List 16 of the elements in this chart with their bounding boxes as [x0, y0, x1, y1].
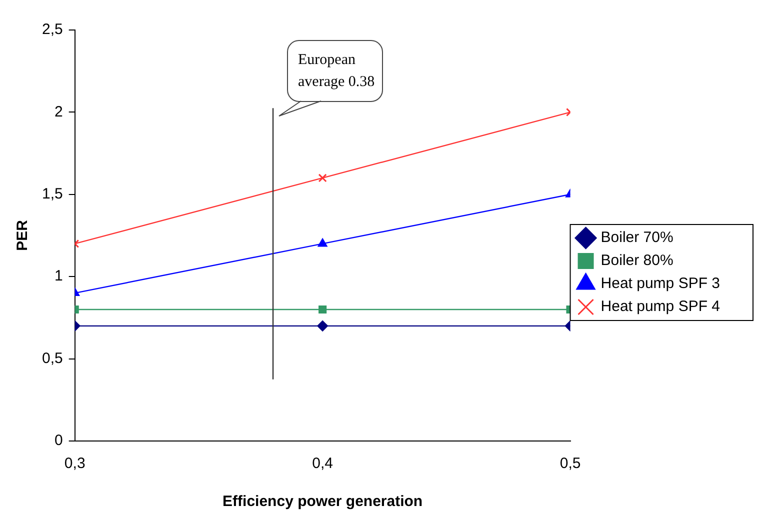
x-tick-label: 0,4 [312, 455, 333, 472]
legend-label: Heat pump SPF 3 [600, 275, 746, 292]
legend-label: Boiler 70% [600, 229, 698, 246]
x-tick-label: 0,3 [64, 455, 86, 472]
y-axis-title: PER [14, 220, 32, 251]
callout-box: European average 0.38 [287, 40, 384, 102]
y-tick-label: 0 [54, 432, 63, 450]
y-tick-label: 0,5 [42, 350, 63, 367]
x-tick-label: 0,5 [560, 455, 581, 472]
y-tick-label: 2,5 [42, 21, 63, 38]
y-tick-label: 1 [54, 268, 63, 285]
legend-label: Boiler 80% [600, 252, 698, 270]
y-tick-label: 2 [54, 103, 63, 120]
y-tick-label: 1,5 [42, 186, 63, 203]
x-axis-title: Efficiency power generation [222, 493, 423, 510]
legend-label: Heat pump SPF 4 [600, 298, 746, 316]
